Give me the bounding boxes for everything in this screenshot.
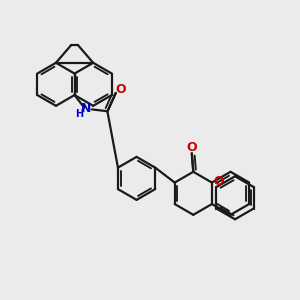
Text: O: O [213,175,224,188]
Text: O: O [187,141,197,154]
Text: N: N [81,102,92,115]
Text: H: H [75,110,83,119]
Text: O: O [116,83,126,97]
